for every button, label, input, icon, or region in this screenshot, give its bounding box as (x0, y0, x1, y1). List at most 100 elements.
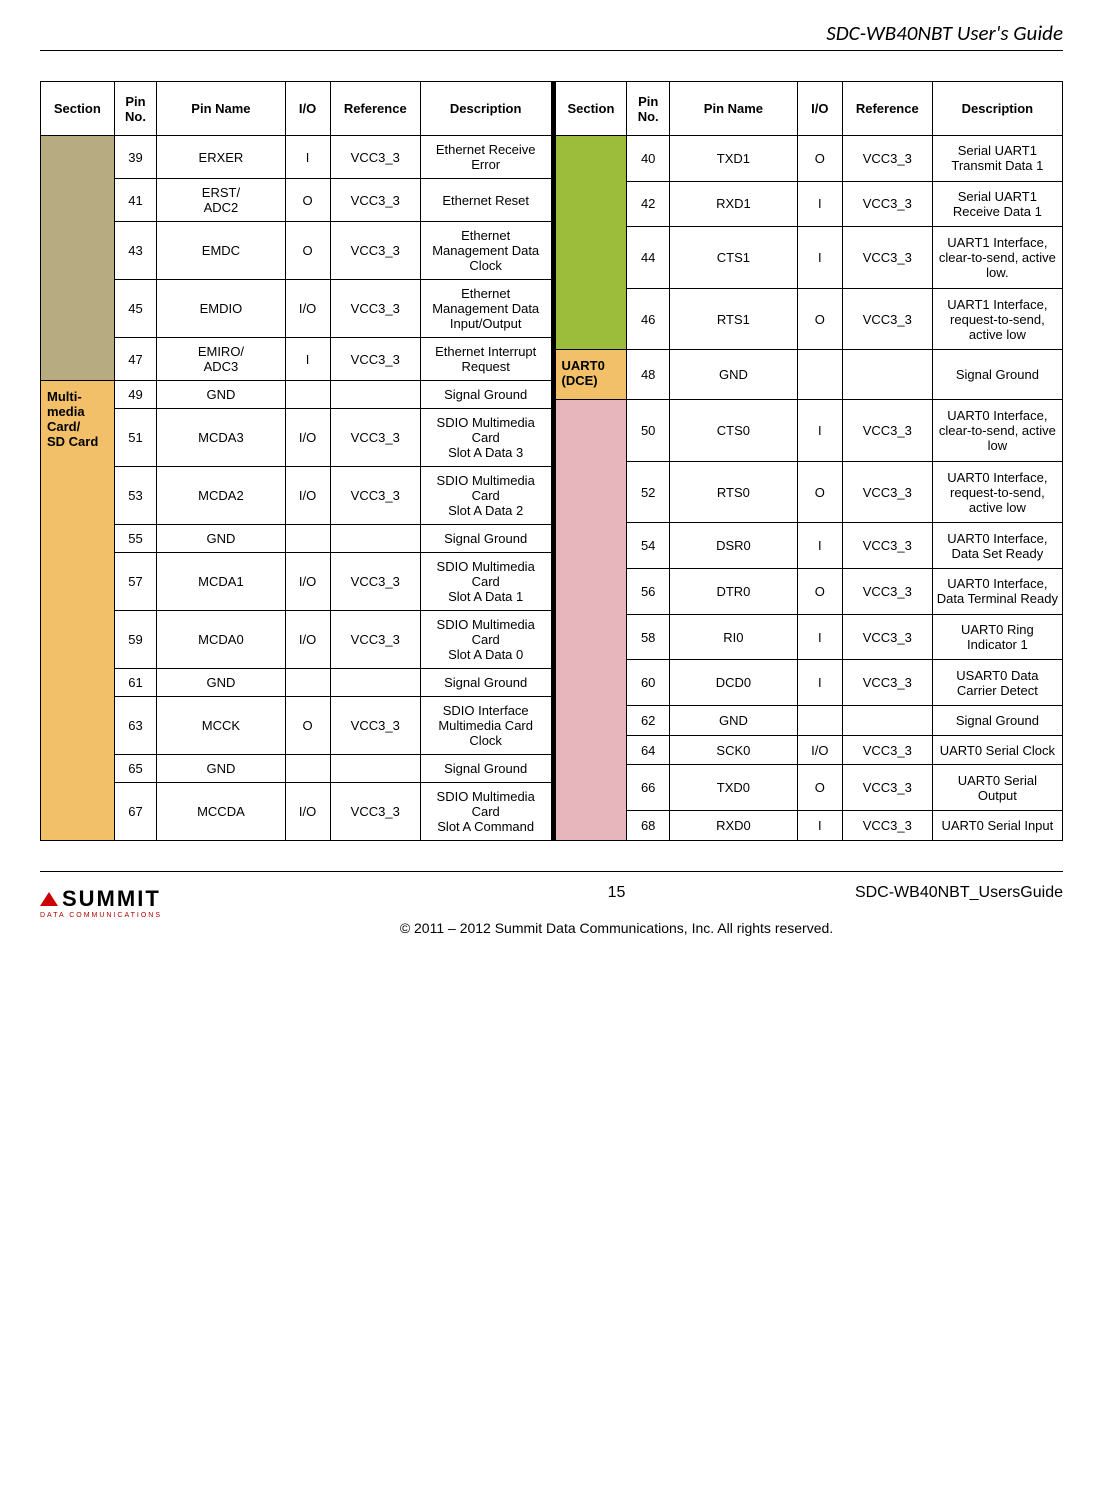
pin-desc: SDIO Interface Multimedia Card Clock (420, 697, 551, 755)
pin-desc: UART0 Interface, Data Set Ready (932, 523, 1062, 569)
table-row: 61GNDSignal Ground (41, 669, 552, 697)
pin-desc: Ethernet Interrupt Request (420, 338, 551, 381)
pin-ref: VCC3_3 (330, 409, 420, 467)
table-row: 46RTS1OVCC3_3UART1 Interface, request-to… (554, 288, 1063, 350)
pin-tables: SectionPin No.Pin NameI/OReferenceDescri… (40, 81, 1063, 841)
col-header: Reference (330, 82, 420, 136)
pin-ref (330, 525, 420, 553)
col-header: Reference (842, 82, 932, 136)
pin-io: I/O (285, 783, 330, 841)
table-row: 42RXD1IVCC3_3Serial UART1 Receive Data 1 (554, 181, 1063, 227)
pin-table-right: SectionPin No.Pin NameI/OReferenceDescri… (552, 81, 1064, 841)
pin-io: O (797, 136, 842, 182)
pin-ref: VCC3_3 (842, 227, 932, 289)
pin-desc: SDIO Multimedia CardSlot A Data 1 (420, 553, 551, 611)
pin-name: GND (670, 350, 798, 400)
pin-name: ERST/ADC2 (157, 179, 285, 222)
pin-name: ERXER (157, 136, 285, 179)
pin-no: 51 (114, 409, 157, 467)
table-row: 63MCCKOVCC3_3SDIO Interface Multimedia C… (41, 697, 552, 755)
pin-desc: UART0 Interface, clear-to-send, active l… (932, 400, 1062, 462)
pin-io: I/O (285, 409, 330, 467)
table-row: 62GNDSignal Ground (554, 706, 1063, 736)
pin-name: GND (157, 381, 285, 409)
table-row: 66TXD0OVCC3_3UART0 Serial Output (554, 765, 1063, 811)
table-row: 67MCCDAI/OVCC3_3SDIO Multimedia CardSlot… (41, 783, 552, 841)
table-row: 58RI0IVCC3_3UART0 Ring Indicator 1 (554, 614, 1063, 660)
pin-no: 43 (114, 222, 157, 280)
pin-name: EMDC (157, 222, 285, 280)
pin-no: 42 (627, 181, 670, 227)
pin-name: RTS0 (670, 461, 798, 523)
pin-desc: Signal Ground (420, 755, 551, 783)
pin-io (285, 381, 330, 409)
pin-ref: VCC3_3 (842, 765, 932, 811)
pin-ref: VCC3_3 (330, 136, 420, 179)
pin-desc: UART1 Interface, clear-to-send, active l… (932, 227, 1062, 289)
pin-ref: VCC3_3 (842, 400, 932, 462)
pin-no: 56 (627, 569, 670, 615)
pin-name: TXD0 (670, 765, 798, 811)
table-row: 64SCK0I/OVCC3_3UART0 Serial Clock (554, 735, 1063, 765)
pin-no: 39 (114, 136, 157, 179)
pin-ref: VCC3_3 (842, 136, 932, 182)
pin-io: O (797, 288, 842, 350)
pin-name: MCDA0 (157, 611, 285, 669)
pin-name: MCDA1 (157, 553, 285, 611)
pin-name: GND (670, 706, 798, 736)
pin-io: I/O (285, 553, 330, 611)
pin-ref: VCC3_3 (330, 222, 420, 280)
pin-desc: Signal Ground (420, 669, 551, 697)
table-row: UART0 (DCE)48GNDSignal Ground (554, 350, 1063, 400)
pin-desc: Serial UART1 Receive Data 1 (932, 181, 1062, 227)
col-header: Pin Name (670, 82, 798, 136)
col-header: Pin No. (114, 82, 157, 136)
pin-name: GND (157, 755, 285, 783)
table-row: 50CTS0IVCC3_3UART0 Interface, clear-to-s… (554, 400, 1063, 462)
pin-io (797, 350, 842, 400)
pin-ref: VCC3_3 (330, 338, 420, 381)
pin-no: 58 (627, 614, 670, 660)
pin-ref: VCC3_3 (842, 660, 932, 706)
table-row: 57MCDA1I/OVCC3_3SDIO Multimedia CardSlot… (41, 553, 552, 611)
pin-no: 55 (114, 525, 157, 553)
pin-ref: VCC3_3 (842, 811, 932, 841)
table-row: 68RXD0IVCC3_3UART0 Serial Input (554, 811, 1063, 841)
pin-no: 40 (627, 136, 670, 182)
pin-io: I (797, 660, 842, 706)
table-row: 65GNDSignal Ground (41, 755, 552, 783)
copyright: © 2011 – 2012 Summit Data Communications… (170, 920, 1063, 936)
pin-no: 49 (114, 381, 157, 409)
pin-io: I/O (285, 611, 330, 669)
section-label: UART0 (DCE) (554, 350, 627, 400)
pin-desc: SDIO Multimedia CardSlot A Data 3 (420, 409, 551, 467)
pin-desc: UART0 Serial Output (932, 765, 1062, 811)
table-row: 44CTS1IVCC3_3UART1 Interface, clear-to-s… (554, 227, 1063, 289)
pin-no: 67 (114, 783, 157, 841)
pin-no: 48 (627, 350, 670, 400)
page-footer: SUMMIT DATA COMMUNICATIONS 15 SDC-WB40NB… (40, 871, 1063, 936)
pin-name: MCCDA (157, 783, 285, 841)
table-row: 45EMDIOI/OVCC3_3Ethernet Management Data… (41, 280, 552, 338)
section-label: Multi-media Card/SD Card (41, 381, 115, 841)
pin-io: I (797, 400, 842, 462)
pin-no: 45 (114, 280, 157, 338)
pin-name: EMIRO/ADC3 (157, 338, 285, 381)
pin-no: 41 (114, 179, 157, 222)
pin-name: DSR0 (670, 523, 798, 569)
logo-main-text: SUMMIT (62, 886, 161, 911)
pin-ref: VCC3_3 (330, 697, 420, 755)
page-number: 15 (608, 884, 626, 902)
pin-ref (330, 669, 420, 697)
pin-no: 46 (627, 288, 670, 350)
pin-table-left: SectionPin No.Pin NameI/OReferenceDescri… (40, 81, 552, 841)
logo-sub-text: DATA COMMUNICATIONS (40, 912, 170, 919)
pin-name: DTR0 (670, 569, 798, 615)
pin-name: GND (157, 669, 285, 697)
table-row: 51MCDA3I/OVCC3_3SDIO Multimedia CardSlot… (41, 409, 552, 467)
pin-desc: UART0 Serial Clock (932, 735, 1062, 765)
page: SDC-WB40NBT User's Guide SectionPin No.P… (0, 0, 1103, 946)
pin-no: 63 (114, 697, 157, 755)
pin-name: RTS1 (670, 288, 798, 350)
pin-desc: Ethernet Reset (420, 179, 551, 222)
